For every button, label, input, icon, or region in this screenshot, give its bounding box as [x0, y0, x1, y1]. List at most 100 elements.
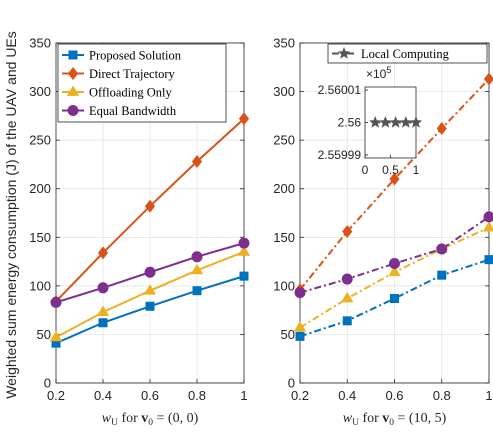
left-point-proposed — [192, 286, 202, 296]
right-point-proposed — [390, 293, 399, 303]
left-legend-label-direct: Direct Trajectory — [89, 67, 175, 81]
left-y-tick-label: 200 — [29, 181, 51, 196]
inset-exponent-base: ×10 — [366, 67, 387, 81]
right-y-tick-label: 100 — [273, 278, 295, 293]
right-point-proposed — [342, 316, 352, 326]
left-series — [49, 112, 251, 348]
left-x-label-v-sub: 0 — [148, 418, 153, 428]
left-legend: Proposed Solution Direct Trajectory Offloa… — [57, 43, 227, 123]
left-y-tick-label: 150 — [29, 230, 51, 245]
y-axis-label: Weighted sum energy consumption (J) of t… — [3, 31, 19, 399]
left-x-tick-label: 0.6 — [141, 388, 159, 403]
left-legend-marker-proposed — [68, 50, 78, 60]
right-series — [293, 72, 493, 341]
left-y-tick-label: 350 — [29, 36, 51, 51]
right-point-equal — [294, 287, 306, 299]
left-panel: 0 50 100 150 200 250 300 350 0.2 0.4 0.6 0.8 1 Propo… — [29, 36, 251, 428]
left-point-direct — [144, 199, 156, 213]
right-point-offloading — [388, 265, 401, 277]
left-point-equal — [144, 266, 156, 278]
inset-y-tick-label: 2.55999 — [318, 148, 362, 162]
left-point-direct — [238, 112, 250, 126]
inset-axes: 2.55999 2.56 2.56001 0 0.5 1 ×105 — [318, 65, 423, 177]
left-point-offloading — [190, 263, 204, 275]
left-point-proposed — [239, 271, 249, 281]
right-x-label-w: w — [343, 411, 353, 426]
left-point-proposed — [51, 338, 61, 348]
left-x-label-for: for — [118, 411, 141, 426]
right-point-equal — [483, 211, 493, 223]
left-legend-label-equal: Equal Bandwidth — [89, 104, 177, 118]
inset-y-tick-label: 2.56001 — [318, 83, 362, 97]
right-y-tick-label: 250 — [273, 133, 295, 148]
left-x-label-w: w — [102, 411, 112, 426]
right-point-offloading — [293, 321, 307, 332]
left-point-proposed — [98, 318, 108, 328]
left-point-offloading — [96, 305, 110, 316]
inset-point-local — [389, 116, 402, 128]
right-point-equal — [341, 273, 353, 285]
inset-x-tick-label: 0 — [362, 163, 369, 177]
left-x-tick-label: 1 — [240, 388, 247, 403]
right-point-direct — [342, 224, 353, 238]
left-legend-box — [57, 43, 227, 123]
inset-exponent-power: 5 — [386, 65, 391, 75]
left-x-tick-label: 0.2 — [47, 388, 65, 403]
left-x-axis-label: wU for v0 = (0, 0) — [102, 411, 199, 428]
left-y-tick-label: 50 — [37, 327, 51, 342]
right-point-equal — [436, 243, 448, 255]
right-point-proposed — [295, 331, 305, 341]
left-legend-marker-direct — [67, 67, 79, 80]
right-line-proposed — [299, 258, 490, 338]
right-legend-label-local: Local Computing — [361, 47, 450, 61]
right-y-tick-label: 50 — [281, 327, 295, 342]
right-x-label-v: v — [382, 411, 389, 426]
left-point-offloading — [143, 284, 157, 295]
left-point-equal — [50, 296, 62, 308]
left-x-label-value: = (0, 0) — [153, 411, 199, 426]
right-x-label-v-sub: 0 — [389, 418, 394, 428]
inset-x-tick-label: 0.5 — [382, 163, 399, 177]
left-point-offloading — [237, 245, 251, 256]
right-x-tick-label: 0.4 — [338, 388, 356, 403]
inset-y-tick-label: 2.56 — [338, 116, 362, 130]
right-x-label-for: for — [359, 411, 382, 426]
left-point-direct — [97, 246, 109, 260]
right-point-equal — [389, 258, 400, 270]
left-ticks: 0 50 100 150 200 250 300 350 0.2 0.4 0.6 0.8 1 — [29, 36, 247, 404]
left-point-equal — [238, 237, 250, 249]
right-point-proposed — [484, 255, 493, 265]
inset-exponent: ×105 — [366, 65, 391, 81]
right-legend-box — [327, 43, 488, 64]
right-x-label-value: = (10, 5) — [394, 411, 447, 426]
right-line-equal — [299, 216, 490, 294]
left-x-tick-label: 0.4 — [94, 388, 112, 403]
left-point-equal — [97, 282, 109, 294]
left-x-label-w-sub: U — [111, 418, 118, 428]
left-x-label-v: v — [141, 411, 148, 426]
left-y-tick-label: 0 — [44, 376, 51, 391]
left-y-tick-label: 300 — [29, 84, 51, 99]
right-x-label-w-sub: U — [352, 418, 359, 428]
right-x-axis-label: wU for v0 = (10, 5) — [343, 411, 447, 428]
left-legend-label-proposed: Proposed Solution — [89, 48, 182, 62]
inset-point-local — [399, 116, 412, 128]
right-y-tick-label: 200 — [273, 181, 295, 196]
right-x-tick-label: 0.8 — [433, 388, 451, 403]
right-x-tick-label: 0.2 — [291, 388, 309, 403]
right-point-direct — [389, 172, 400, 186]
right-point-direct — [483, 72, 493, 86]
right-point-direct — [436, 121, 447, 135]
right-legend: Local Computing — [327, 43, 488, 64]
right-y-tick-label: 0 — [288, 376, 295, 391]
right-x-tick-label: 0.6 — [385, 388, 403, 403]
right-legend-marker-local — [337, 47, 351, 59]
inset-point-local — [409, 116, 423, 128]
left-point-direct — [191, 155, 203, 169]
left-legend-marker-offloading — [66, 85, 80, 96]
right-point-offloading — [341, 291, 354, 303]
right-point-offloading — [482, 221, 493, 232]
